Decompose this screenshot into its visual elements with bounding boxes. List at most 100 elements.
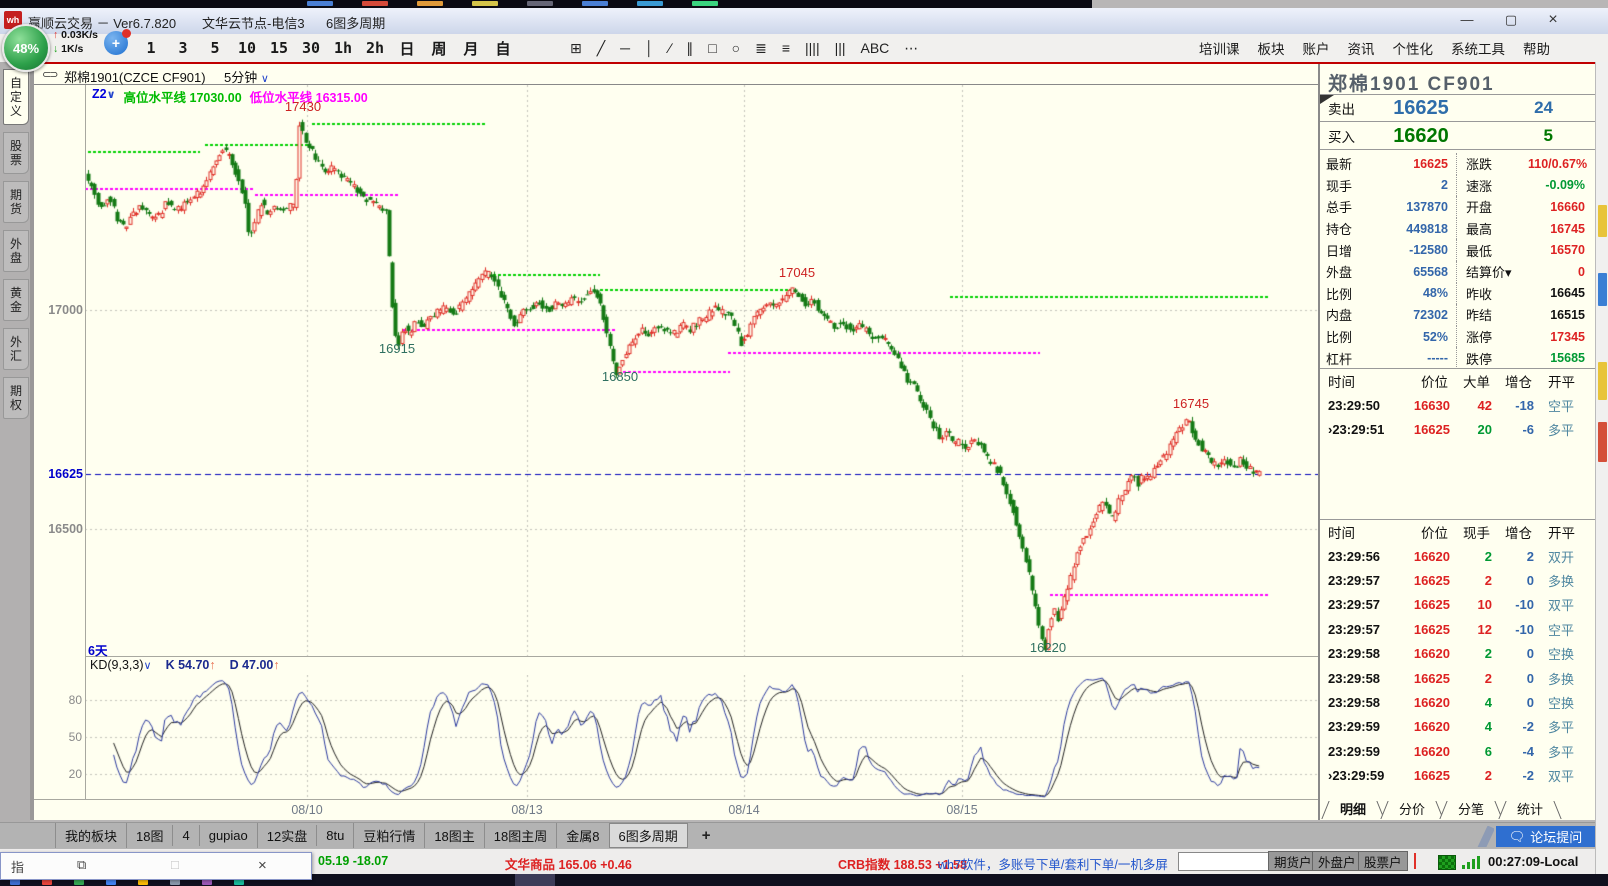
- big-order-row[interactable]: 23:29:50 16630 42 -18 空平: [1328, 397, 1575, 414]
- timeframe-button-10[interactable]: 10: [237, 39, 257, 57]
- maximize-button[interactable]: ▢: [1504, 12, 1518, 27]
- tick-trade-row[interactable]: 23:29:58 16620 4 0 空换: [1328, 695, 1575, 712]
- tick-trade-row[interactable]: 23:29:59 16620 4 -2 多平: [1328, 719, 1575, 736]
- more-icon[interactable]: ⋯: [904, 39, 919, 56]
- desktop-icon[interactable]: [1598, 205, 1607, 237]
- workspace-tab[interactable]: 6图多周期: [608, 823, 688, 848]
- timeframe-button-15[interactable]: 15: [269, 39, 289, 57]
- account-button[interactable]: 外盘户: [1312, 851, 1362, 871]
- text-label-icon[interactable]: ABC: [860, 40, 890, 56]
- vertical-line-icon[interactable]: │: [645, 40, 654, 56]
- tick-trade-row[interactable]: 23:29:58 16620 2 0 空换: [1328, 646, 1575, 663]
- chart-period-selector[interactable]: 5分钟 ∨: [224, 70, 269, 85]
- timeframe-button-30[interactable]: 30: [301, 39, 321, 57]
- sidebar-tab[interactable]: 股票: [3, 132, 29, 174]
- link-icon[interactable]: ⊂⊃: [42, 69, 59, 81]
- timeframe-button-5[interactable]: 5: [210, 39, 220, 57]
- kd-selector[interactable]: KD(9,3,3)∨: [90, 658, 152, 672]
- sidebar-tab[interactable]: 自定义: [3, 69, 29, 125]
- taskbar-icon[interactable]: [138, 875, 148, 885]
- menu-item[interactable]: 板块: [1257, 42, 1285, 57]
- rectangle-icon[interactable]: □: [708, 40, 717, 56]
- workspace-tab[interactable]: 18图主周: [483, 823, 556, 848]
- kd-indicator-chart[interactable]: [85, 675, 1318, 799]
- timeframe-button-2h[interactable]: 2h: [365, 39, 385, 57]
- trend-line-icon[interactable]: ╱: [596, 39, 606, 56]
- timeframe-button-3[interactable]: 3: [178, 39, 188, 57]
- close-mini-icon[interactable]: ×: [258, 857, 267, 874]
- tick-trade-row[interactable]: 23:29:57 16625 10 -10 双平: [1328, 597, 1575, 614]
- timeframe-button-自[interactable]: 自: [495, 39, 511, 58]
- tick-trade-row[interactable]: 23:29:56 16620 2 2 双开: [1328, 548, 1575, 565]
- timeframe-button-周[interactable]: 周: [431, 39, 447, 58]
- restore-icon[interactable]: ⧉: [77, 857, 87, 872]
- quick-search-input[interactable]: [1178, 852, 1270, 871]
- workspace-tab[interactable]: 4: [172, 825, 198, 846]
- taskbar-icon[interactable]: [234, 875, 244, 885]
- browser-tab-icon[interactable]: [527, 1, 553, 6]
- mini-panel-label[interactable]: 指: [11, 860, 25, 875]
- menu-item[interactable]: 资讯: [1347, 42, 1375, 57]
- timeframe-button-月[interactable]: 月: [463, 39, 479, 58]
- timeframe-button-日[interactable]: 日: [399, 39, 415, 58]
- sidebar-tab[interactable]: 期权: [3, 377, 29, 419]
- timeframe-button-1h[interactable]: 1h: [333, 39, 353, 57]
- workspace-tab[interactable]: 12实盘: [256, 823, 316, 848]
- big-order-row[interactable]: ›23:29:51 16625 20 -6 多平: [1328, 422, 1575, 439]
- grid-layout-icon[interactable]: ⊞: [570, 39, 582, 56]
- menu-item[interactable]: 培训课: [1199, 42, 1240, 57]
- align-lines-icon[interactable]: ≣: [755, 39, 767, 56]
- detail-tab-3[interactable]: 分笔: [1448, 801, 1495, 819]
- sidebar-tab[interactable]: 外盘: [3, 230, 29, 272]
- close-button[interactable]: ×: [1548, 11, 1558, 28]
- active-taskbar-slot[interactable]: [515, 874, 555, 886]
- tick-trade-row[interactable]: 23:29:57 16625 12 -10 空平: [1328, 621, 1575, 638]
- browser-tab-icon[interactable]: [307, 1, 333, 6]
- browser-tab-icon[interactable]: [472, 1, 498, 6]
- workspace-tab[interactable]: 18图: [126, 823, 172, 848]
- menu-item[interactable]: 帮助: [1523, 42, 1550, 57]
- bars4-icon[interactable]: ||||: [805, 40, 820, 56]
- maximize-mini-icon[interactable]: □: [171, 857, 179, 872]
- desktop-icon[interactable]: [1598, 273, 1607, 306]
- browser-tab-icon[interactable]: [417, 1, 443, 6]
- account-button[interactable]: 股票户: [1358, 851, 1408, 871]
- circle-icon[interactable]: ○: [731, 40, 741, 56]
- taskbar-icon[interactable]: [202, 875, 212, 885]
- forum-ask-button[interactable]: 🗨 论坛提问: [1496, 826, 1595, 847]
- detail-tab-4[interactable]: 统计: [1507, 801, 1554, 819]
- taskbar-icon[interactable]: [10, 875, 20, 885]
- workspace-tab[interactable]: 金属8: [556, 823, 608, 848]
- minimize-button[interactable]: —: [1460, 12, 1474, 27]
- add-tab-button[interactable]: +: [701, 827, 711, 844]
- taskbar-icon[interactable]: [42, 875, 52, 885]
- browser-tab-icon[interactable]: [362, 1, 388, 6]
- taskbar-icon[interactable]: [74, 875, 84, 885]
- detail-tab-1[interactable]: 明细: [1330, 801, 1377, 819]
- desktop-icon[interactable]: [1598, 422, 1607, 462]
- workspace-tab[interactable]: 我的板块: [55, 823, 126, 848]
- detail-tab-2[interactable]: 分价: [1389, 801, 1436, 819]
- horizontal-line-icon[interactable]: ─: [620, 40, 631, 56]
- timeframe-button-1[interactable]: 1: [146, 39, 156, 57]
- workspace-tab[interactable]: 8tu: [316, 825, 353, 846]
- workspace-tab[interactable]: 18图主: [424, 823, 483, 848]
- menu-item[interactable]: 账户: [1302, 42, 1330, 57]
- tick-trade-row[interactable]: 23:29:58 16625 2 0 多换: [1328, 670, 1575, 687]
- menu-item[interactable]: 个性化: [1392, 42, 1434, 57]
- parallel-lines-icon[interactable]: ∥: [686, 39, 694, 56]
- candlestick-chart[interactable]: [85, 85, 1318, 656]
- account-button[interactable]: 期货户: [1268, 851, 1318, 871]
- z2-selector[interactable]: Z2∨: [92, 87, 116, 101]
- sidebar-tab[interactable]: 期货: [3, 181, 29, 223]
- levels-icon[interactable]: ≡: [781, 40, 791, 56]
- taskbar-icon[interactable]: [106, 875, 116, 885]
- browser-tab-icon[interactable]: [692, 1, 718, 6]
- bars3-icon[interactable]: |||: [834, 40, 846, 56]
- tick-trade-row[interactable]: ›23:29:59 16625 2 -2 双平: [1328, 768, 1575, 785]
- tick-trade-row[interactable]: 23:29:59 16620 6 -4 多平: [1328, 743, 1575, 760]
- tick-trade-row[interactable]: 23:29:57 16625 2 0 多换: [1328, 573, 1575, 590]
- ray-line-icon[interactable]: ∕: [668, 40, 672, 56]
- menu-item[interactable]: 系统工具: [1451, 42, 1505, 57]
- workspace-tab[interactable]: 豆粕行情: [353, 823, 424, 848]
